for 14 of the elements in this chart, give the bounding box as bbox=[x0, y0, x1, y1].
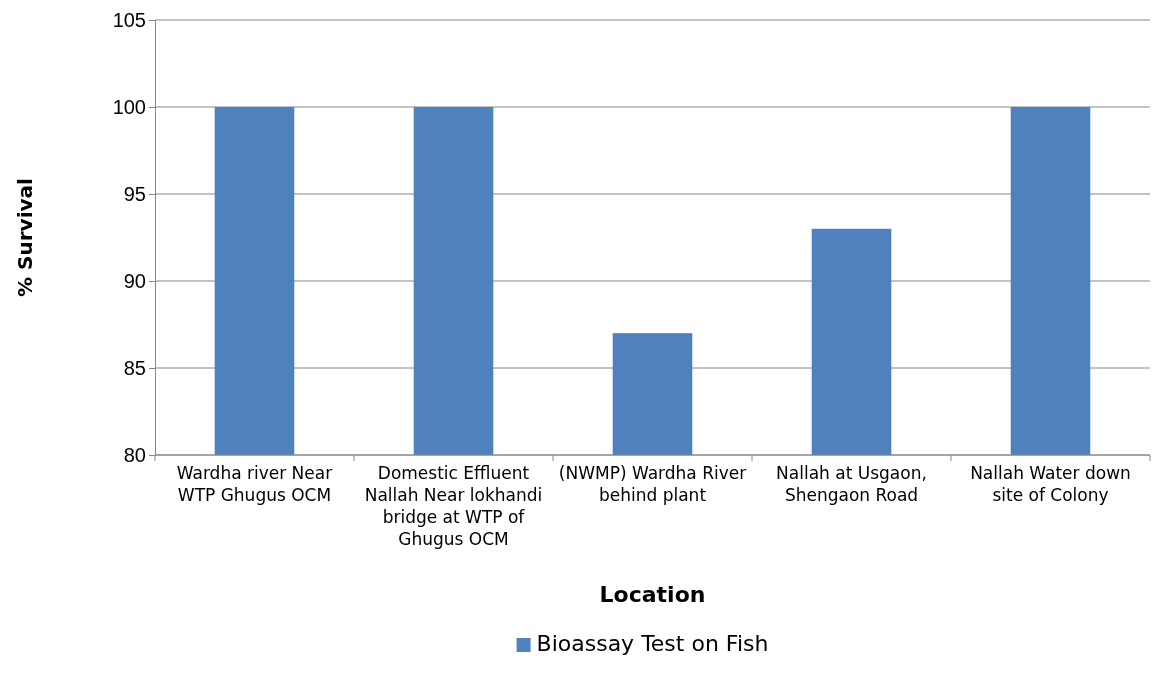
x-axis-title: Location bbox=[599, 582, 706, 607]
x-tick-label: Nallah at Usgaon, Shengaon Road bbox=[776, 463, 927, 505]
x-tick-label: Wardha river Near WTP Ghugus OCM bbox=[176, 463, 333, 505]
legend-label: Bioassay Test on Fish bbox=[536, 631, 769, 656]
x-tick-label: (NWMP) Wardha River behind plant bbox=[558, 463, 747, 505]
y-tick-label: 80 bbox=[123, 443, 146, 466]
y-tick-label: 95 bbox=[123, 182, 146, 205]
y-tick-label: 90 bbox=[123, 269, 146, 292]
y-tick-label: 105 bbox=[112, 8, 146, 31]
y-axis-title: % Survival bbox=[13, 178, 37, 297]
x-tick-label: Domestic Effluent Nallah Near lokhandi bridge at WTP of Ghugus OCM bbox=[364, 463, 543, 549]
y-tick-label: 85 bbox=[123, 356, 146, 379]
x-tick-label: Nallah Water down site of Colony bbox=[970, 463, 1131, 505]
y-tick-label: 100 bbox=[112, 95, 146, 118]
